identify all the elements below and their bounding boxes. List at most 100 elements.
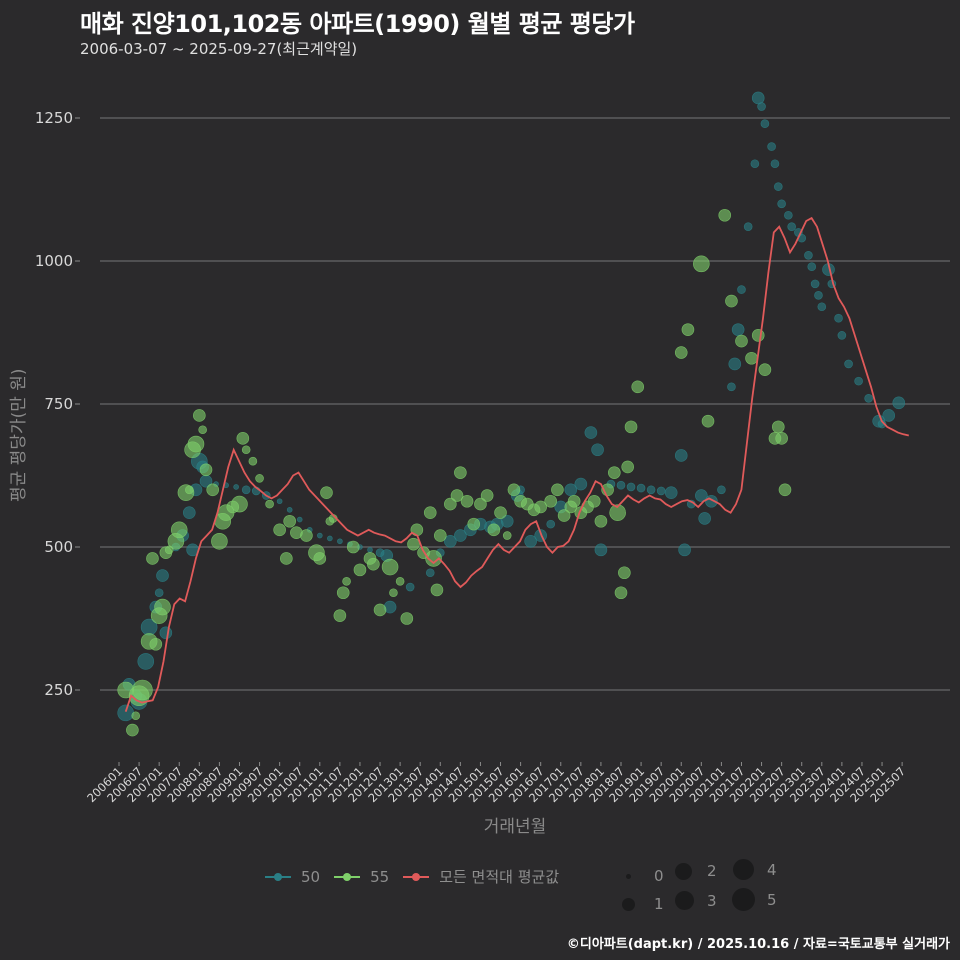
data-point — [745, 351, 758, 365]
data-point — [524, 534, 537, 548]
data-point — [725, 294, 738, 308]
data-point — [425, 568, 435, 578]
legend-swatch-icon — [265, 871, 291, 883]
data-point — [474, 497, 487, 511]
data-point — [236, 432, 250, 445]
data-point — [735, 334, 748, 348]
data-point — [199, 463, 213, 477]
data-point — [731, 323, 745, 336]
data-point — [454, 529, 467, 542]
data-point — [626, 482, 636, 492]
data-point — [146, 552, 159, 565]
legend-label: 모든 면적대 평균값 — [439, 868, 560, 886]
y-tick-label: 750 — [44, 395, 73, 413]
data-point — [333, 609, 347, 622]
data-point — [273, 523, 286, 537]
data-point — [156, 569, 169, 582]
data-point — [594, 514, 608, 528]
data-point — [367, 547, 373, 553]
data-point — [743, 222, 753, 231]
data-point — [557, 509, 571, 522]
data-point — [587, 494, 601, 508]
data-point — [149, 637, 163, 651]
data-point — [154, 598, 171, 616]
average-line — [124, 216, 909, 712]
data-point — [698, 512, 711, 525]
average-line-path — [124, 216, 909, 712]
data-point — [760, 119, 770, 129]
data-point — [636, 483, 646, 493]
data-point — [854, 376, 863, 386]
data-point — [778, 483, 792, 497]
legend-item-average[interactable]: 모든 면적대 평균값 — [403, 866, 559, 887]
data-point — [810, 279, 820, 289]
data-point — [771, 420, 785, 434]
data-point — [430, 583, 444, 597]
data-point — [137, 653, 155, 670]
data-point — [591, 443, 604, 457]
legend-item-55[interactable]: 55 — [334, 868, 389, 886]
data-point — [373, 603, 387, 617]
data-point — [337, 538, 343, 545]
data-point — [187, 435, 205, 453]
data-point — [787, 222, 796, 231]
data-point — [631, 380, 645, 394]
x-axis-ticks: 2006012006072007012007072008012008072009… — [84, 762, 908, 805]
data-point — [117, 704, 134, 722]
y-tick-label: 1250 — [35, 109, 73, 127]
size-circle-icon — [732, 888, 755, 911]
data-point — [241, 445, 251, 455]
data-point — [674, 449, 688, 462]
data-point — [467, 517, 481, 531]
data-point — [286, 507, 293, 513]
data-point — [804, 250, 813, 260]
size-legend-item-2: 2 — [675, 862, 717, 880]
data-point — [624, 420, 638, 434]
data-point — [701, 414, 715, 428]
data-point — [502, 531, 512, 540]
data-point — [296, 516, 303, 523]
data-point — [584, 426, 598, 439]
data-point — [807, 262, 817, 272]
data-point — [423, 506, 437, 519]
size-legend-item-5: 5 — [732, 888, 777, 911]
data-point — [564, 483, 578, 497]
data-point — [646, 485, 656, 495]
data-point — [255, 474, 264, 483]
data-point — [248, 456, 258, 466]
gridlines — [100, 117, 950, 691]
data-point — [233, 484, 239, 490]
data-point — [231, 495, 248, 513]
data-point — [718, 208, 732, 222]
y-tick-label: 250 — [44, 681, 73, 699]
data-point — [198, 425, 207, 435]
data-point — [265, 499, 274, 509]
data-point — [751, 329, 765, 342]
size-circle-icon — [626, 873, 631, 879]
data-point — [892, 396, 906, 410]
data-point — [480, 489, 494, 502]
data-point — [507, 483, 521, 497]
data-point — [844, 359, 853, 369]
legend-item-50[interactable]: 50 — [265, 868, 320, 886]
data-point — [487, 523, 501, 537]
data-point — [170, 521, 188, 539]
data-point — [784, 210, 793, 220]
data-point — [775, 432, 788, 445]
data-point — [346, 540, 360, 554]
data-point — [450, 489, 464, 502]
data-point — [546, 519, 556, 529]
x-axis-label: 거래년월 — [483, 817, 547, 837]
data-point — [757, 102, 766, 111]
data-point — [182, 506, 196, 519]
data-point — [594, 543, 608, 557]
data-point — [777, 199, 786, 209]
chart-title: 매화 진양101,102동 아파트(1990) 월별 평균 평당가 — [80, 10, 635, 38]
data-point — [500, 514, 514, 528]
data-point — [280, 552, 293, 565]
data-point — [767, 142, 776, 151]
data-point — [400, 612, 414, 625]
size-legend-item-1: 1 — [620, 895, 664, 913]
data-point — [131, 711, 141, 721]
